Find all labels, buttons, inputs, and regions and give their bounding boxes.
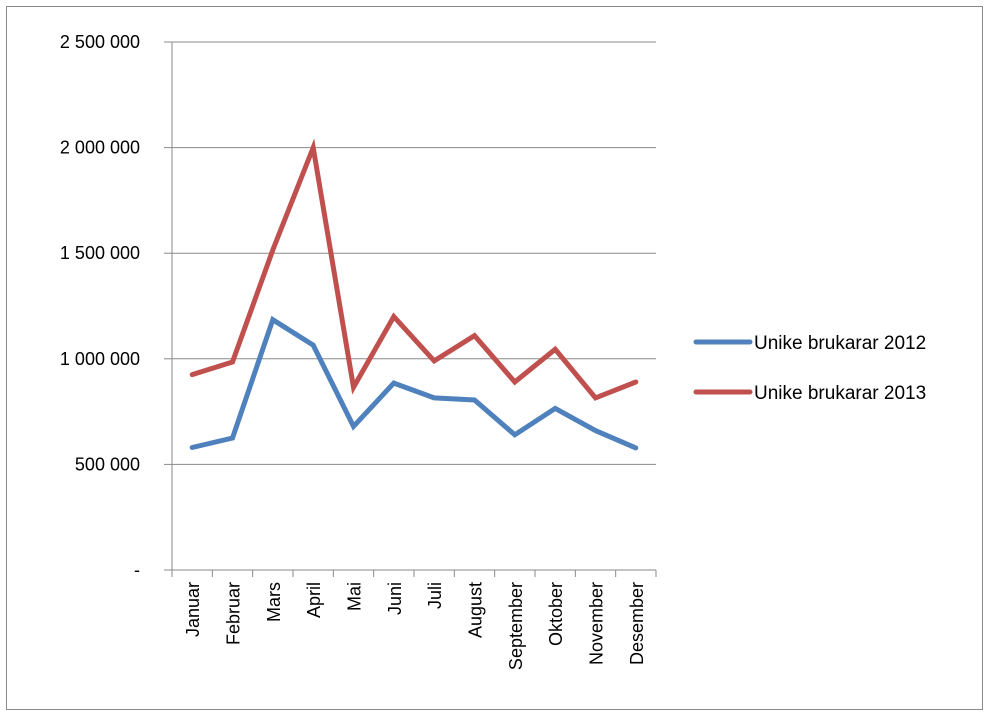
x-tick-labels: Januar Februar Mars April Mai Juni Juli August S…: [183, 582, 647, 670]
series-line-2: [189, 138, 639, 401]
legend-label: Unike brukarar 2012: [754, 333, 926, 354]
axes: [164, 41, 657, 577]
y-tick-label: 1 000 000: [60, 349, 140, 369]
y-tick-label: -: [134, 560, 140, 580]
legend: Unike brukarar 2012 Unike brukarar 2013: [693, 333, 926, 404]
x-tick-label: Mars: [264, 582, 284, 622]
x-tick-label: Februar: [224, 582, 244, 645]
x-tick-label: Juni: [385, 582, 405, 615]
legend-label: Unike brukarar 2013: [754, 383, 926, 404]
x-tick-label: August: [466, 582, 486, 638]
x-tick-label: September: [506, 582, 526, 670]
x-tick-label: Juli: [425, 582, 445, 609]
y-tick-label: 1 500 000: [60, 243, 140, 263]
y-tick-label: 2 000 000: [60, 138, 140, 158]
series-lines: [189, 138, 639, 451]
x-tick-label: November: [587, 582, 607, 665]
x-tick-label: April: [304, 582, 324, 618]
series-line-1: [189, 315, 639, 451]
gridlines: [172, 41, 656, 465]
x-tick-label: Desember: [627, 582, 647, 665]
y-tick-label: 2 500 000: [60, 32, 140, 52]
x-tick-label: Oktober: [546, 582, 566, 646]
x-tick-label: Mai: [345, 582, 365, 611]
y-tick-labels: - 500 000 1 000 000 1 500 000 2 000 000 2 500…: [60, 32, 140, 580]
y-tick-label: 500 000: [75, 454, 140, 474]
x-tick-label: Januar: [183, 582, 203, 637]
